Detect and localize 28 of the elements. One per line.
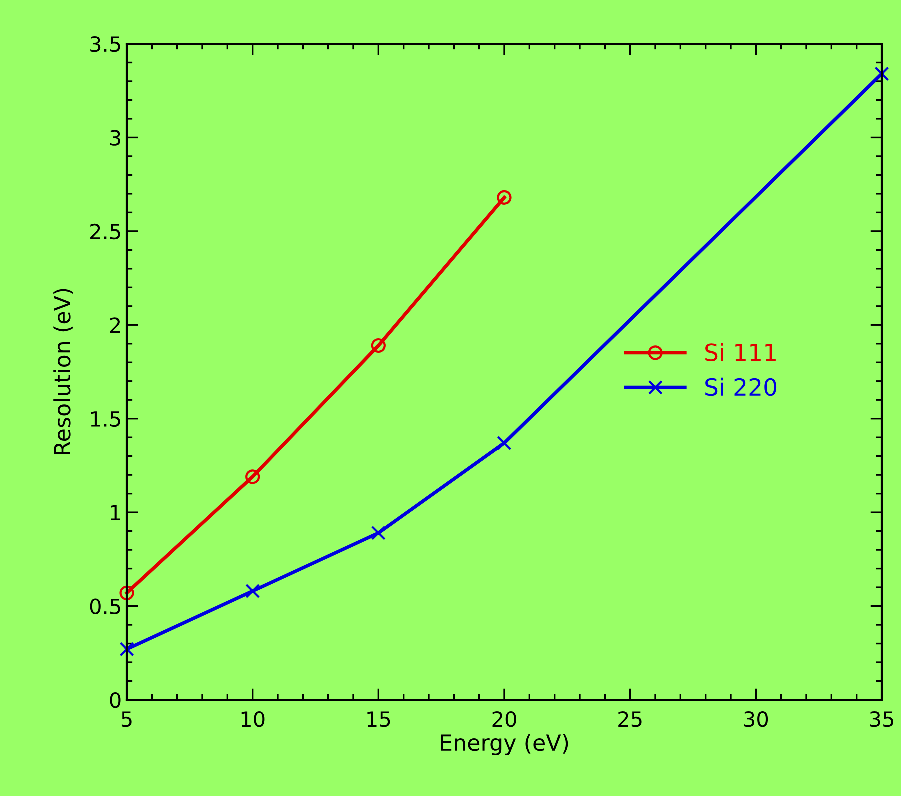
x-tick-label: 20 — [492, 711, 516, 728]
x-tick-label: 15 — [368, 712, 390, 728]
y-tick-label: 1.5 — [91, 412, 120, 428]
point — [497, 436, 512, 451]
y-tick-label: 3.5 — [90, 36, 120, 52]
x-axis-title: Energy (eV) — [441, 734, 568, 756]
y-tick-label: 2.5 — [90, 224, 120, 240]
y-tick-label: 2 — [110, 318, 120, 334]
point — [246, 470, 260, 484]
legend-label: Si 111 — [706, 343, 776, 362]
point — [120, 642, 134, 657]
point — [497, 190, 512, 205]
y-tick-label: 3 — [110, 130, 120, 146]
point — [120, 586, 134, 600]
x-tick-label: 25 — [618, 711, 642, 728]
point — [371, 338, 386, 354]
legend-label: Si 220 — [706, 378, 777, 396]
y-tick-label: 0 — [110, 692, 121, 708]
x-tick-label: 35 — [870, 711, 894, 728]
y-tick-label: 1 — [111, 505, 120, 520]
point — [371, 526, 386, 540]
x-tick-label: 10 — [242, 711, 265, 728]
y-axis-title: Resolution (eV) — [54, 289, 74, 455]
y-tick-label: 0.5 — [90, 598, 120, 614]
point — [874, 66, 890, 82]
x-tick-label: 5 — [122, 712, 132, 728]
x-tick-label: 30 — [744, 711, 768, 728]
point — [246, 584, 260, 599]
